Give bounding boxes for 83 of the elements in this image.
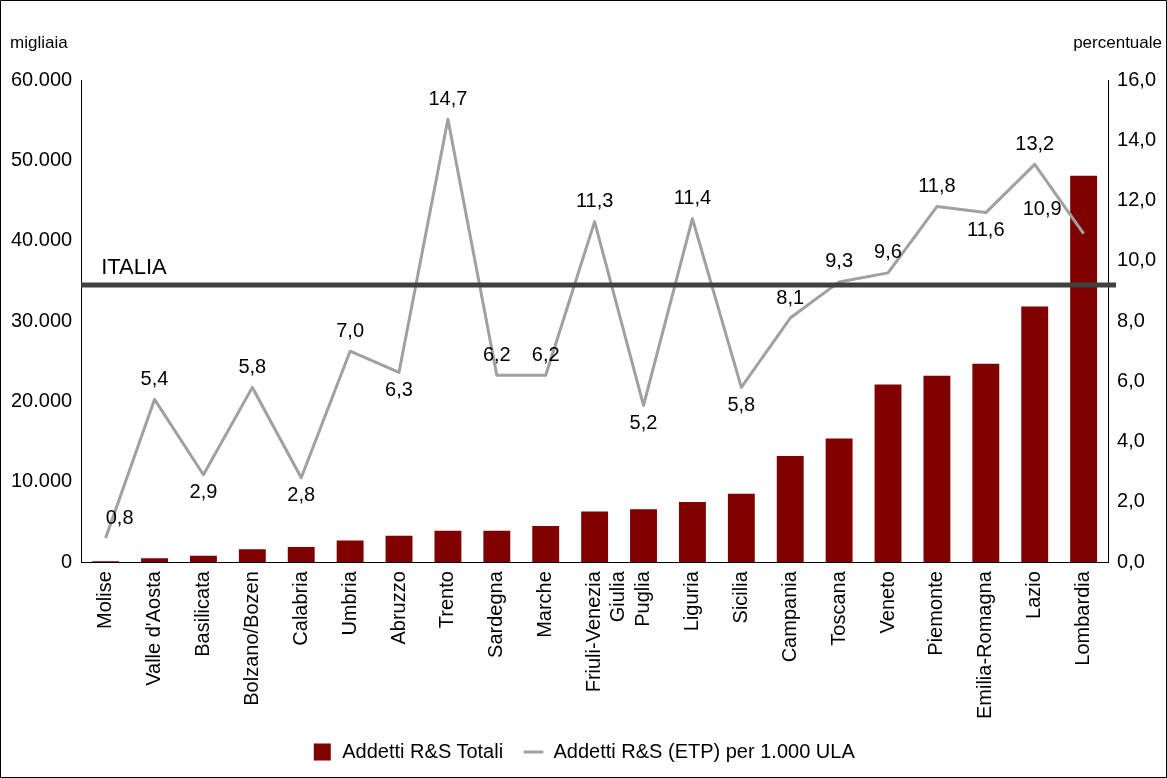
x-tick-label: Calabria bbox=[288, 570, 311, 646]
bar bbox=[630, 509, 657, 563]
y-tick-label: 30.000 bbox=[11, 308, 73, 331]
x-tick-label: Emilia-Romagna bbox=[973, 570, 996, 720]
y2-tick-label: 6,0 bbox=[1117, 368, 1145, 391]
ref-line-label: ITALIA bbox=[101, 253, 168, 279]
y2-tick-label: 12,0 bbox=[1117, 188, 1157, 211]
x-tick-label: Sicilia bbox=[728, 570, 751, 624]
bar bbox=[141, 558, 168, 563]
x-tick-label: Umbria bbox=[337, 570, 360, 636]
data-label: 11,6 bbox=[967, 218, 1005, 241]
y-axis-title: migliaia bbox=[10, 33, 69, 53]
data-label: 6,2 bbox=[531, 342, 560, 365]
y-tick-label: 20.000 bbox=[11, 388, 73, 411]
legend-label: Addetti R&S (ETP) per 1.000 ULA bbox=[553, 739, 856, 762]
y-tick-label: 60.000 bbox=[11, 67, 73, 90]
legend-label: Addetti R&S Totali bbox=[342, 739, 504, 762]
x-tick-label: Liguria bbox=[679, 570, 702, 632]
data-label: 10,9 bbox=[1022, 197, 1062, 220]
y2-axis-title: percentuale bbox=[1073, 33, 1162, 53]
x-tick-label: Piemonte bbox=[924, 571, 947, 656]
bar bbox=[238, 549, 266, 563]
data-label: 11,8 bbox=[918, 174, 956, 197]
bar bbox=[825, 438, 853, 563]
bar bbox=[532, 526, 560, 563]
x-tick-label: Trento bbox=[435, 571, 458, 629]
bar bbox=[776, 456, 804, 563]
y2-tick-label: 0,0 bbox=[1117, 549, 1145, 572]
bar bbox=[189, 555, 217, 563]
y-tick-label: 50.000 bbox=[11, 147, 73, 170]
data-label: 11,4 bbox=[673, 186, 712, 209]
y-tick-label: 40.000 bbox=[11, 228, 73, 251]
bar bbox=[972, 363, 1000, 563]
y2-tick-label: 8,0 bbox=[1117, 308, 1145, 331]
y2-tick-label: 4,0 bbox=[1117, 429, 1145, 452]
x-tick-label: Molise bbox=[93, 571, 116, 629]
y2-tick-label: 10,0 bbox=[1117, 248, 1157, 271]
data-label: 8,1 bbox=[776, 285, 805, 308]
y-tick-label: 0 bbox=[61, 549, 73, 572]
x-tick-label: Sardegna bbox=[484, 570, 507, 658]
bar bbox=[581, 511, 609, 563]
x-tick-label: Campania bbox=[777, 570, 800, 663]
x-tick-label: Veneto bbox=[875, 571, 898, 634]
x-tick-label: Marche bbox=[533, 571, 556, 638]
data-label: 5,8 bbox=[238, 354, 267, 377]
data-label: 6,2 bbox=[482, 342, 511, 365]
bar bbox=[727, 493, 755, 563]
bar bbox=[483, 530, 511, 563]
bar bbox=[336, 540, 364, 563]
data-label: 2,8 bbox=[287, 483, 316, 506]
y2-tick-label: 2,0 bbox=[1117, 489, 1145, 512]
data-label: 6,3 bbox=[385, 377, 413, 400]
data-label: 5,4 bbox=[140, 366, 169, 389]
data-label: 14,7 bbox=[428, 86, 468, 109]
data-label: 9,3 bbox=[825, 249, 854, 272]
bar bbox=[287, 546, 315, 563]
bar bbox=[678, 501, 706, 563]
x-tick-label: Basilicata bbox=[190, 570, 213, 657]
data-label: 0,8 bbox=[105, 505, 134, 528]
y-tick-label: 10.000 bbox=[11, 469, 73, 492]
x-tick-label: Friuli-Venezia Giulia bbox=[582, 570, 629, 693]
x-tick-label: Abruzzo bbox=[386, 571, 409, 645]
x-tick-label: Toscana bbox=[826, 570, 849, 646]
data-label: 11,3 bbox=[575, 189, 614, 212]
data-label: 5,2 bbox=[629, 410, 658, 433]
x-tick-label: Puglia bbox=[631, 570, 654, 627]
bar bbox=[1021, 306, 1049, 563]
x-tick-label: Lazio bbox=[1022, 571, 1045, 619]
bar bbox=[923, 375, 951, 563]
data-label: 13,2 bbox=[1015, 131, 1055, 154]
bar bbox=[874, 384, 902, 563]
y2-tick-label: 16,0 bbox=[1117, 67, 1157, 90]
bar bbox=[385, 535, 413, 563]
x-tick-label: Lombardia bbox=[1071, 570, 1094, 666]
data-label: 7,0 bbox=[336, 318, 365, 341]
data-label: 2,9 bbox=[189, 480, 218, 503]
data-label: 9,6 bbox=[874, 240, 902, 263]
data-label: 5,8 bbox=[727, 392, 756, 415]
bar bbox=[434, 530, 462, 563]
bar bbox=[1070, 175, 1098, 563]
y2-tick-label: 14,0 bbox=[1117, 127, 1157, 150]
x-tick-label: Valle d'Aosta bbox=[142, 570, 165, 686]
x-tick-label: Bolzano/Bozen bbox=[239, 571, 262, 706]
